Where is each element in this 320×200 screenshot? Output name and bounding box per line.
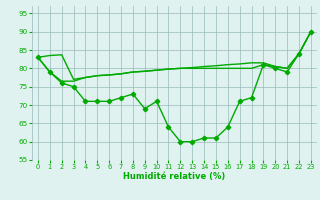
X-axis label: Humidité relative (%): Humidité relative (%)	[123, 172, 226, 181]
